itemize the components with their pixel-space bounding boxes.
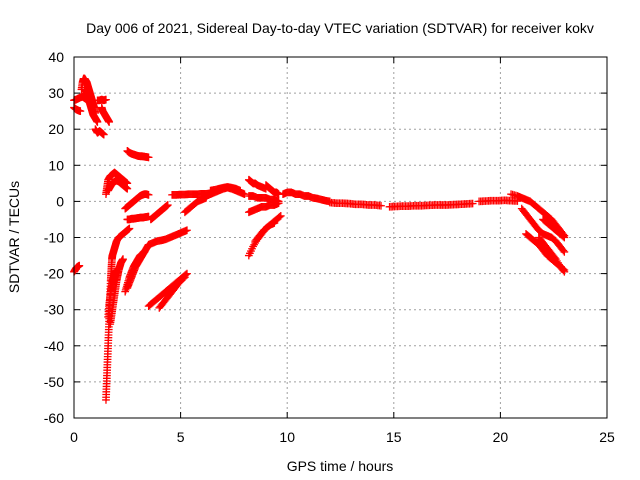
series-arc-14 (123, 147, 153, 162)
series-arc-32 (262, 181, 283, 199)
plot-frame (73, 56, 608, 419)
x-tick-label: 5 (177, 429, 185, 445)
data-point (560, 233, 569, 242)
series-arc-11 (106, 255, 127, 328)
x-tick-label: 10 (279, 429, 295, 445)
data-point (123, 184, 132, 193)
series-arc-05 (80, 85, 102, 126)
data-point (275, 212, 284, 221)
series-arc-18 (121, 248, 149, 296)
data-point (559, 265, 568, 273)
series-arc-22 (146, 201, 172, 224)
data-point (76, 107, 85, 115)
series-arc-35 (385, 199, 477, 211)
y-tick-label: 20 (48, 121, 64, 137)
y-tick-label: -10 (44, 230, 64, 246)
data-point (560, 266, 569, 274)
data-point (144, 191, 153, 199)
data-point (102, 95, 110, 104)
data-point (377, 201, 385, 210)
x-axis-label: GPS time / hours (287, 458, 394, 474)
series-arc-31 (251, 211, 285, 245)
data-point (240, 190, 249, 199)
y-tick-label: 0 (56, 193, 64, 209)
data-point (125, 224, 134, 233)
data-point (119, 255, 127, 264)
series-arc-13 (104, 176, 132, 195)
x-tick-label: 15 (386, 429, 402, 445)
series-arc-15 (121, 190, 153, 213)
data-point (276, 211, 285, 220)
data-point (274, 199, 283, 208)
series-arc-38 (517, 204, 569, 256)
data-point (93, 118, 102, 126)
axis-ticks: 40 30 20 10 0 -10 -20 -30 -40 -50 -60 0 5 10 15 20 25 (44, 49, 615, 445)
series-arc-21 (155, 273, 189, 312)
series-arc-19 (144, 226, 191, 249)
series-arc-33 (279, 188, 334, 206)
data-point (105, 118, 114, 126)
data-point (560, 248, 569, 256)
series-arc-26 (206, 183, 245, 195)
series-arc-36 (475, 196, 522, 206)
series-arc-29 (244, 199, 283, 217)
y-tick-label: -40 (44, 338, 64, 354)
chart-title: Day 006 of 2021, Sidereal Day-to-day VTE… (86, 20, 594, 36)
series-arc-41 (539, 215, 569, 242)
series-arc-06 (91, 125, 108, 139)
y-tick-label: -60 (44, 410, 64, 426)
data-point (468, 199, 477, 208)
data-point (75, 261, 84, 270)
y-tick-label: 40 (48, 49, 64, 65)
data-point (179, 274, 188, 282)
y-axis-label: SDTVAR / TECUs (6, 181, 22, 293)
series-arc-40 (522, 230, 569, 274)
y-tick-label: -30 (44, 302, 64, 318)
data-point (163, 201, 172, 209)
data-point (236, 186, 245, 195)
series-arc-37 (507, 190, 569, 240)
x-tick-label: 20 (493, 429, 509, 445)
data-point (559, 246, 568, 255)
y-tick-label: 30 (48, 85, 64, 101)
series-arc-16 (123, 212, 153, 224)
y-tick-label: -50 (44, 374, 64, 390)
series-arc-08 (97, 103, 114, 126)
data-point (144, 153, 153, 162)
series-arc-27 (244, 175, 270, 193)
y-tick-label: 10 (48, 157, 64, 173)
data-point (99, 130, 108, 139)
series-arc-03 (70, 103, 85, 115)
data-point (140, 248, 149, 256)
series-arc-07 (93, 95, 110, 105)
data-point (181, 273, 189, 282)
y-tick-label: -20 (44, 266, 64, 282)
data-point (183, 226, 191, 235)
data-point (559, 232, 568, 241)
x-tick-label: 0 (70, 429, 78, 445)
data-points (70, 74, 569, 404)
series-arc-34 (325, 198, 385, 210)
x-tick-label: 25 (599, 429, 615, 445)
